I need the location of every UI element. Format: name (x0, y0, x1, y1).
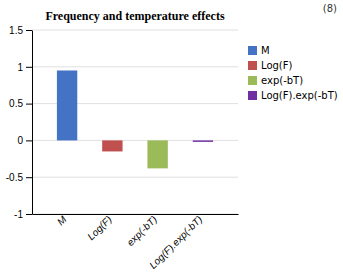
bar (57, 70, 77, 140)
grid (32, 30, 238, 214)
bar (102, 140, 122, 151)
legend-label: Log(F) (261, 60, 293, 71)
y-axis: -1 -0.5 0 0.5 1 1.5 (6, 25, 33, 220)
x-axis: M Log(F) exp(-bT)Log(F).exp(-bT) (33, 213, 239, 271)
y-tick: -0.5 (6, 172, 32, 183)
chart: -1-0.500.511.5MLog(F)exp(-bT)Log(F).exp(… (0, 0, 343, 276)
y-tick-label: 0 (17, 135, 23, 146)
grid-line (32, 66, 238, 67)
y-tick-mark (26, 140, 32, 141)
y-tick-label: 1.5 (9, 25, 23, 36)
x-tick-label: Log(F).exp(-bT) (147, 214, 204, 271)
x-tick-label: exp(-bT) (125, 214, 160, 249)
y-tick: -1 (14, 209, 32, 220)
x-tick-label: M (55, 213, 69, 227)
legend-label: M (261, 45, 270, 56)
legend-item: Log(F) (248, 60, 293, 71)
y-tick-mark (26, 104, 32, 105)
x-tick: exp(-bT) (125, 214, 160, 249)
x-tick: Log(F) (85, 214, 114, 243)
x-tick: M (55, 213, 69, 227)
y-tick: 0.5 (9, 98, 32, 109)
plot-area: -1 -0.5 0 0.5 1 1.5 M Log(F) exp(-bT)Log(F).exp(… (6, 25, 239, 271)
x-tick: Log(F).exp(-bT) (147, 214, 204, 271)
bar (193, 140, 213, 141)
legend-swatch (248, 46, 257, 55)
bars (57, 70, 213, 168)
legend-item: M (248, 45, 270, 56)
grid-line (32, 30, 238, 31)
legend-item: exp(-bT) (248, 75, 303, 86)
y-tick-label: -1 (14, 209, 23, 220)
legend-swatch (248, 91, 257, 100)
y-tick-mark (26, 214, 32, 215)
x-axis-line (33, 214, 239, 215)
y-tick-mark (26, 177, 32, 178)
y-axis-line (32, 31, 33, 215)
y-tick: 0 (17, 135, 32, 146)
legend: M Log(F) exp(-bT) Log(F).exp(-bT) (248, 45, 338, 101)
legend-swatch (248, 76, 257, 85)
legend-label: exp(-bT) (261, 75, 303, 86)
title: Frequency and temperature effects (45, 9, 225, 23)
annotation: (8) (323, 3, 337, 14)
x-tick-label: Log(F) (85, 214, 114, 243)
legend-item: Log(F).exp(-bT) (248, 90, 338, 101)
y-tick-mark (26, 30, 32, 31)
y-tick-label: -0.5 (6, 172, 24, 183)
y-tick: 1.5 (9, 25, 32, 36)
y-tick-mark (26, 67, 32, 68)
y-tick-label: 1 (17, 62, 23, 73)
grid-line (32, 177, 238, 178)
legend-swatch (248, 61, 257, 70)
y-tick: 1 (17, 62, 32, 73)
grid-line (32, 214, 238, 215)
bar (147, 140, 167, 168)
y-tick-label: 0.5 (9, 98, 23, 109)
legend-label: Log(F).exp(-bT) (261, 90, 338, 101)
